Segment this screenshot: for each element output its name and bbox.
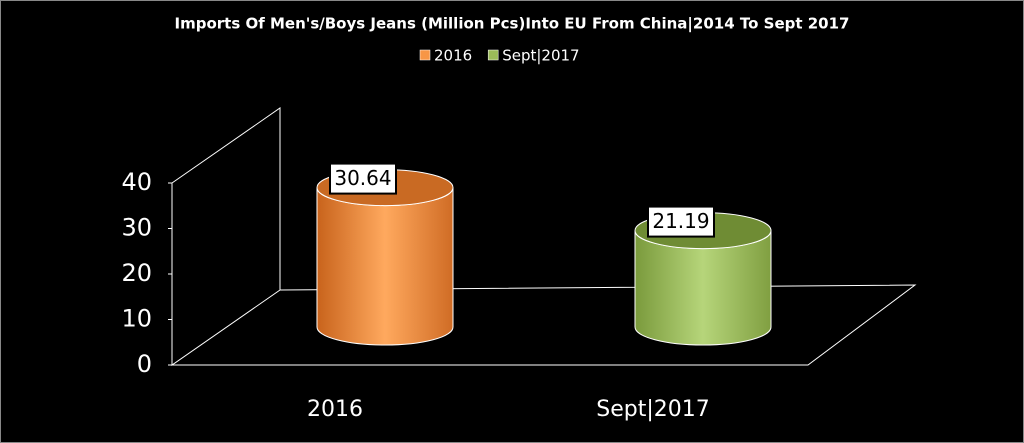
x-tick-label: 2016: [307, 397, 363, 422]
y-tick-label: 20: [121, 259, 152, 287]
data-label-box: [329, 162, 397, 195]
data-label: 21.19: [652, 209, 709, 233]
x-tick-label: Sept|2017: [596, 397, 710, 422]
y-tick-label: 40: [121, 168, 152, 196]
y-tick-label: 30: [121, 214, 152, 242]
y-tick-label: 10: [121, 305, 152, 333]
chart-title: Imports Of Men's/Boys Jeans (Million Pcs…: [175, 15, 850, 34]
legend-swatch: [487, 49, 499, 61]
bar: [316, 169, 454, 346]
legend-swatch: [419, 49, 431, 61]
legend-label: Sept|2017: [502, 47, 579, 65]
y-tick-label: 0: [137, 350, 152, 378]
legend-label: 2016: [434, 47, 472, 65]
walls: [171, 107, 917, 366]
data-label-box: [647, 205, 715, 238]
data-label: 30.64: [334, 166, 391, 190]
